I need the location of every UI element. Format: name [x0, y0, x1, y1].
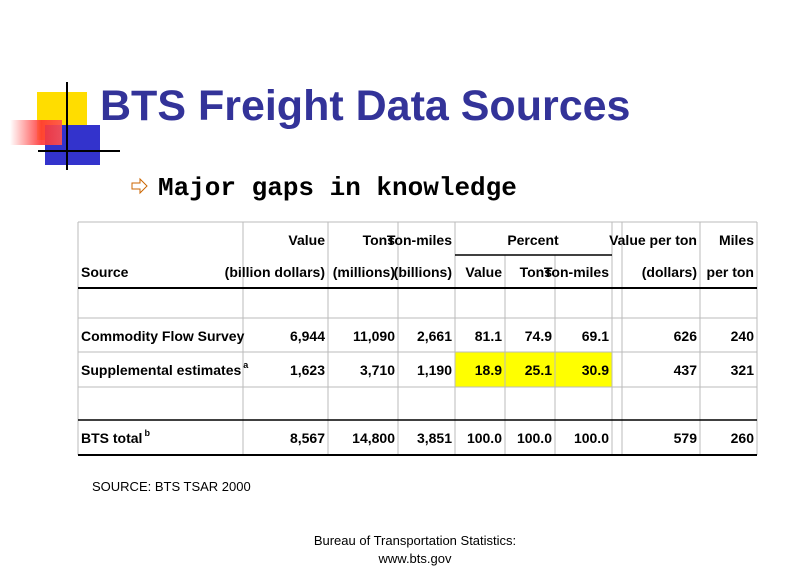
cell: 626 [674, 328, 698, 344]
cell: 240 [731, 328, 755, 344]
cell: 74.9 [525, 328, 552, 344]
footer: Bureau of Transportation Statistics: [314, 533, 516, 548]
column-header: Ton-miles [387, 232, 452, 248]
cell: 1,623 [290, 362, 325, 378]
cell: 3,710 [360, 362, 395, 378]
column-header: Value [288, 232, 325, 248]
column-header: Tons [363, 232, 396, 248]
bullet-icon [131, 177, 148, 195]
cell: 437 [674, 362, 698, 378]
cell: 2,661 [417, 328, 452, 344]
source-note: SOURCE: BTS TSAR 2000 [92, 479, 251, 494]
column-header: Source [81, 264, 129, 280]
cell: 579 [674, 430, 698, 446]
column-header: (billions) [394, 264, 452, 280]
title: BTS Freight Data Sources [100, 82, 630, 130]
column-header: (billion dollars) [225, 264, 325, 280]
column-header: per ton [707, 264, 754, 280]
highlight [455, 352, 612, 387]
cell: 30.9 [582, 362, 609, 378]
cell: 321 [731, 362, 755, 378]
cell: 8,567 [290, 430, 325, 446]
cell: 69.1 [582, 328, 609, 344]
cell: 100.0 [517, 430, 552, 446]
row-label: Commodity Flow Survey [81, 328, 245, 344]
footnote-mark: a [243, 360, 249, 370]
cell: 25.1 [525, 362, 552, 378]
column-header: Percent [507, 232, 559, 248]
column-header: Ton-miles [544, 264, 609, 280]
row-label-text: Supplemental estimates [81, 362, 241, 378]
cell: 6,944 [290, 328, 325, 344]
column-header: (dollars) [642, 264, 697, 280]
row-label-text: Commodity Flow Survey [81, 328, 245, 344]
row-label-text: BTS total [81, 430, 142, 446]
footnote-mark: b [144, 428, 150, 438]
column-header: Tons [520, 264, 553, 280]
row-label: BTS total b [81, 428, 150, 446]
column-header: Value [465, 264, 502, 280]
cell: 14,800 [352, 430, 395, 446]
deco-red [10, 120, 62, 145]
bullet-text: Major gaps in knowledge [158, 173, 517, 203]
footer: www.bts.gov [378, 551, 452, 566]
cell: 11,090 [353, 328, 395, 344]
row-label: Supplemental estimates a [81, 360, 249, 378]
column-header: Value per ton [609, 232, 697, 248]
column-header: Miles [719, 232, 754, 248]
cell: 100.0 [574, 430, 609, 446]
cell: 81.1 [475, 328, 502, 344]
cell: 18.9 [475, 362, 502, 378]
column-header: (millions) [333, 264, 395, 280]
cell: 100.0 [467, 430, 502, 446]
cell: 3,851 [417, 430, 452, 446]
cell: 260 [731, 430, 755, 446]
cell: 1,190 [417, 362, 452, 378]
